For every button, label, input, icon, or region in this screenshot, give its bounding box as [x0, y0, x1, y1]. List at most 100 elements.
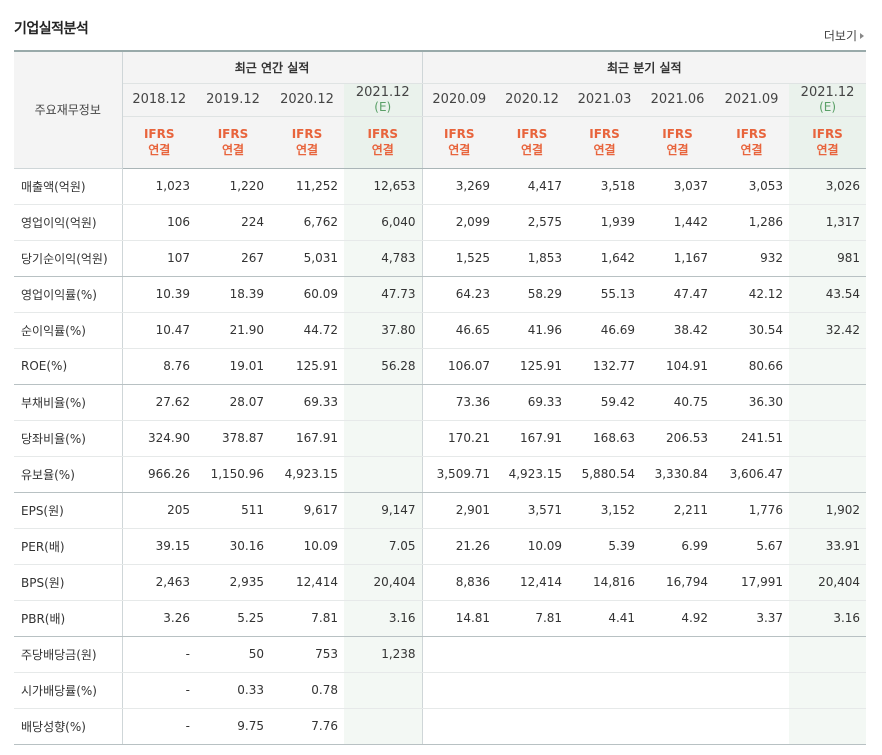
ifrs-badge: IFRS 연결 [641, 116, 715, 169]
row-label: 시가배당률(%) [14, 672, 123, 709]
table-cell: 46.69 [568, 312, 642, 349]
period-header: 2019.12 [196, 83, 270, 117]
section-title: 기업실적분석 [14, 21, 89, 37]
table-cell: 7.76 [270, 708, 344, 745]
table-cell: 3,518 [568, 168, 642, 205]
table-cell [789, 672, 867, 709]
table-cell [789, 420, 867, 457]
row-label: ROE(%) [14, 348, 123, 385]
table-cell: 125.91 [496, 348, 569, 385]
table-cell: 241.51 [714, 420, 790, 457]
table-cell: 47.47 [641, 276, 715, 313]
table-cell: 80.66 [714, 348, 790, 385]
table-cell: 1,220 [196, 168, 270, 205]
period-label: 2018.12 [132, 92, 187, 107]
table-row: 주당배당금(원) -50 753 1,238 [14, 636, 867, 673]
table-cell: 1,776 [714, 492, 790, 529]
consolidated-label: 연결 [148, 143, 171, 157]
table-cell: 267 [196, 240, 270, 277]
table-cell [344, 456, 423, 493]
consolidated-label: 연결 [666, 143, 689, 157]
table-cell: 60.09 [270, 276, 344, 313]
table-cell: 47.73 [344, 276, 423, 313]
consolidated-label: 연결 [740, 143, 763, 157]
table-cell: 40.75 [641, 384, 715, 421]
table-row: 매출액(억원) 1,023 1,220 11,252 12,653 3,269 4,417 3… [14, 168, 867, 205]
more-label: 더보기 [823, 29, 857, 43]
table-cell: 17,991 [714, 564, 790, 601]
period-label: 2021.09 [724, 92, 779, 107]
consolidated-label: 연결 [593, 143, 616, 157]
table-cell: 73.36 [422, 384, 497, 421]
table-cell [344, 708, 423, 745]
period-row: 2018.12 2019.12 2020.12 2021.12 (E) 2020.09 20… [14, 83, 867, 117]
table-cell: 30.16 [196, 528, 270, 565]
table-cell: 44.72 [270, 312, 344, 349]
table-cell: 10.09 [496, 528, 569, 565]
table-cell [789, 384, 867, 421]
table-cell [344, 384, 423, 421]
table-cell: 42.12 [714, 276, 790, 313]
table-cell: 3.26 [122, 600, 196, 637]
table-cell: 966.26 [122, 456, 196, 493]
table-cell: 106.07 [422, 348, 497, 385]
table-cell: 18.39 [196, 276, 270, 313]
table-cell: 1,238 [344, 636, 423, 673]
table-cell [344, 672, 423, 709]
row-label: PER(배) [14, 528, 123, 565]
row-label: PBR(배) [14, 600, 123, 637]
table-cell: 2,211 [641, 492, 715, 529]
table-cell [789, 708, 867, 745]
table-cell: 104.91 [641, 348, 715, 385]
table-row: 영업이익률(%) 10.39 18.39 60.09 47.73 64.23 58.29 55… [14, 276, 867, 313]
table-row: 시가배당률(%) -0.33 0.78 [14, 672, 867, 709]
table-cell: 1,939 [568, 204, 642, 241]
table-cell: 8,836 [422, 564, 497, 601]
ifrs-label: IFRS [812, 127, 843, 141]
table-cell: 1,023 [122, 168, 196, 205]
table-cell: 69.33 [496, 384, 569, 421]
table-cell: 0.78 [270, 672, 344, 709]
table-cell: 43.54 [789, 276, 867, 313]
table-cell: 4.92 [641, 600, 715, 637]
table-cell: 107 [122, 240, 196, 277]
table-row: PBR(배) 3.26 5.25 7.81 3.16 14.81 7.81 4.41 4.92 3… [14, 600, 867, 637]
table-row: 유보율(%) 966.26 1,150.96 4,923.15 3,509.71 4,92… [14, 456, 867, 493]
table-cell [496, 636, 569, 673]
consolidated-label: 연결 [816, 143, 839, 157]
table-cell: 7.05 [344, 528, 423, 565]
table-cell: 30.54 [714, 312, 790, 349]
table-cell: 3,509.71 [422, 456, 497, 493]
table-cell: 1,317 [789, 204, 867, 241]
table-cell: 10.39 [122, 276, 196, 313]
table-cell: 7.81 [270, 600, 344, 637]
table-cell: 3.16 [789, 600, 867, 637]
table-cell: 4,923.15 [496, 456, 569, 493]
table-cell: 9,617 [270, 492, 344, 529]
estimate-tag: (E) [819, 99, 837, 114]
consolidated-label: 연결 [221, 143, 245, 157]
row-label: 순이익률(%) [14, 312, 123, 349]
table-cell: 5.67 [714, 528, 790, 565]
period-label: 2021.03 [577, 92, 632, 107]
more-link[interactable]: 더보기 [824, 27, 864, 44]
table-cell [789, 348, 867, 385]
table-cell [568, 708, 642, 745]
table-cell: 50 [196, 636, 270, 673]
table-cell: 3,053 [714, 168, 790, 205]
table-cell [714, 636, 790, 673]
annual-group-header: 최근 연간 실적 [122, 51, 423, 84]
ifrs-badge: IFRS 연결 [422, 116, 497, 169]
period-label: 2021.12 [355, 84, 410, 100]
ifrs-label: IFRS [736, 127, 767, 141]
table-cell: 20,404 [344, 564, 423, 601]
table-cell: 37.80 [344, 312, 423, 349]
table-cell: 4,417 [496, 168, 569, 205]
table-cell: 10.47 [122, 312, 196, 349]
table-cell: 4.41 [568, 600, 642, 637]
table-cell: 1,442 [641, 204, 715, 241]
ifrs-label: IFRS [444, 127, 475, 141]
table-cell: 981 [789, 240, 867, 277]
table-cell: 3,269 [422, 168, 497, 205]
table-cell: 753 [270, 636, 344, 673]
